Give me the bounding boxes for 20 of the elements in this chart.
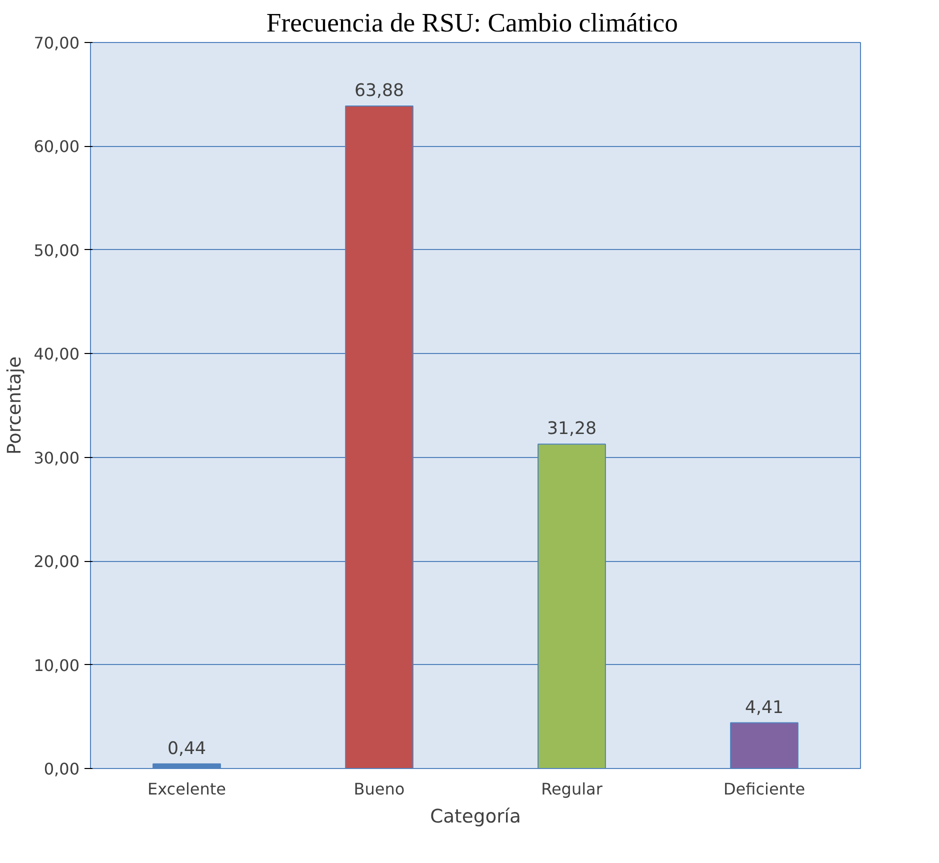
x-tick-label: Excelente — [148, 780, 226, 798]
y-tick-label: 20,00 — [34, 552, 80, 572]
y-tick-label: 70,00 — [34, 34, 80, 52]
data-label: 4,41 — [744, 698, 784, 718]
x-tick-label: Bueno — [354, 780, 405, 798]
chart-title: Frecuencia de RSU: Cambio climático — [266, 8, 678, 38]
x-tick-label: Deficiente — [723, 780, 806, 798]
x-tick-label: Regular — [541, 780, 603, 798]
data-label: 0,44 — [167, 738, 206, 759]
y-tick-label: 50,00 — [34, 240, 80, 260]
y-tick-label: 0,00 — [44, 760, 80, 778]
y-tick-label: 30,00 — [34, 448, 80, 468]
y-axis-title: Porcentaje — [4, 356, 26, 455]
data-label: 63,88 — [354, 80, 404, 101]
x-axis-title: Categoría — [430, 806, 521, 828]
data-label: 31,28 — [546, 419, 597, 440]
bar — [730, 722, 798, 768]
y-tick-label: 40,00 — [34, 344, 80, 364]
y-tick-label: 10,00 — [34, 656, 80, 675]
y-tick-label: 60,00 — [34, 137, 80, 156]
